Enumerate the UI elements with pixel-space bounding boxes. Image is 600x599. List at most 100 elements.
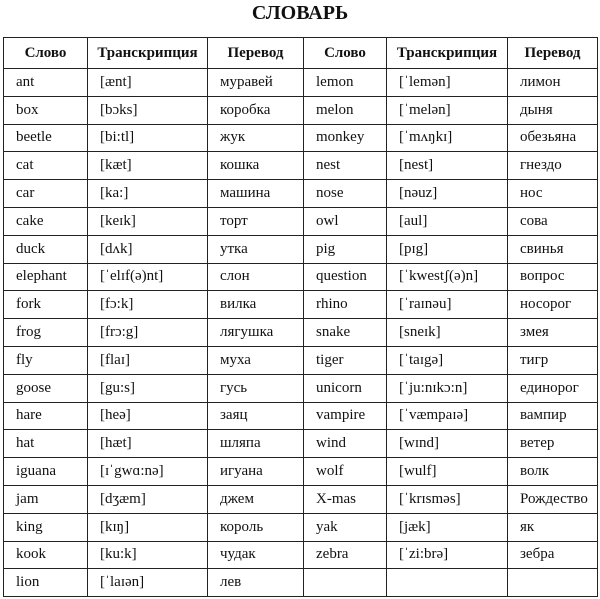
- table-row: car [ka:] машина nose [nəuz] нос: [3, 179, 598, 208]
- table-cell: коробка: [207, 95, 304, 125]
- table-cell: [ˈelɪf(ə)nt]: [87, 262, 208, 292]
- table-cell: [ˈmelən]: [386, 95, 508, 125]
- table-cell: yak: [303, 512, 387, 542]
- table-cell: вопрос: [507, 262, 598, 292]
- table-cell: [ˈraɪnəu]: [386, 290, 508, 320]
- table-cell: [bi:tl]: [87, 123, 208, 153]
- table-cell: [ˈkrɪsməs]: [386, 484, 508, 514]
- table-cell: monkey: [303, 123, 387, 153]
- table-cell: [nest]: [386, 151, 508, 181]
- column-header: Слово: [3, 37, 88, 69]
- table-cell: [hæt]: [87, 429, 208, 459]
- table-cell: goose: [3, 373, 88, 403]
- table-cell: сова: [507, 206, 598, 236]
- empty-cell: [386, 568, 508, 598]
- table-cell: [wɪnd]: [386, 429, 508, 459]
- table-cell: муха: [207, 345, 304, 375]
- table-cell: вампир: [507, 401, 598, 431]
- table-cell: X-mas: [303, 484, 387, 514]
- table-cell: frog: [3, 318, 88, 347]
- table-cell: [heə]: [87, 401, 208, 431]
- table-cell: жук: [207, 123, 304, 153]
- table-cell: слон: [207, 262, 304, 292]
- title: СЛОВАРЬ: [251, 2, 349, 24]
- table-cell: zebra: [303, 540, 387, 570]
- table-cell: [ænt]: [87, 68, 208, 97]
- header-row: Слово Транскрипция Перевод Слово Транскрипци…: [3, 37, 598, 69]
- table-cell: nest: [303, 151, 387, 181]
- table-cell: гнездо: [507, 151, 598, 181]
- table-row: jam [dʒæm] джем X-mas [ˈkrɪsməs] Рождество: [3, 484, 598, 514]
- table-cell: [bɔks]: [87, 95, 208, 125]
- table-row: beetle [bi:tl] жук monkey [ˈmʌŋkɪ] обезьяна: [3, 123, 598, 153]
- table-cell: fly: [3, 345, 88, 375]
- table-cell: hare: [3, 401, 88, 431]
- table-cell: wolf: [303, 457, 387, 486]
- table-row: goose [gu:s] гусь unicorn [ˈju:nɪkɔ:n] единор…: [3, 373, 598, 403]
- table-cell: вилка: [207, 290, 304, 320]
- table-cell: свинья: [507, 234, 598, 264]
- table-cell: волк: [507, 457, 598, 486]
- column-header: Перевод: [207, 37, 304, 69]
- column-header: Транскрипция: [87, 37, 208, 69]
- table-cell: [ˈvæmpaɪə]: [386, 401, 508, 431]
- table-cell: муравей: [207, 68, 304, 97]
- table-cell: лягушка: [207, 318, 304, 347]
- table-cell: [fɔ:k]: [87, 290, 208, 320]
- table-cell: beetle: [3, 123, 88, 153]
- table-row: fly [flaɪ] муха tiger [ˈtaɪgə] тигр: [3, 345, 598, 375]
- table-row: duck [dʌk] утка pig [pɪg] свинья: [3, 234, 598, 264]
- table-cell: tiger: [303, 345, 387, 375]
- table-cell: [kæt]: [87, 151, 208, 181]
- table-cell: vampire: [303, 401, 387, 431]
- table-cell: игуана: [207, 457, 304, 486]
- table-cell: rhino: [303, 290, 387, 320]
- table-cell: [ˈkwestʃ(ə)n]: [386, 262, 508, 292]
- table-cell: king: [3, 512, 88, 542]
- table-cell: торт: [207, 206, 304, 236]
- empty-cell: [303, 568, 387, 598]
- column-header: Перевод: [507, 37, 598, 69]
- table-cell: [ˈtaɪgə]: [386, 345, 508, 375]
- table-cell: змея: [507, 318, 598, 347]
- table-cell: box: [3, 95, 88, 125]
- table-body: ant [ænt] муравей lemon [ˈlemən] лимон box [bɔk…: [3, 68, 598, 598]
- table-cell: [dʌk]: [87, 234, 208, 264]
- table-cell: [jæk]: [386, 512, 508, 542]
- table-cell: iguana: [3, 457, 88, 486]
- table-cell: заяц: [207, 401, 304, 431]
- table-cell: [aul]: [386, 206, 508, 236]
- table-row: kook [ku:k] чудак zebra [ˈzi:brə] зебра: [3, 540, 598, 570]
- table-cell: машина: [207, 179, 304, 208]
- table-cell: джем: [207, 484, 304, 514]
- table-cell: шляпа: [207, 429, 304, 459]
- table-cell: [frɔ:g]: [87, 318, 208, 347]
- table-cell: unicorn: [303, 373, 387, 403]
- table-cell: [ka:]: [87, 179, 208, 208]
- table-cell: ветер: [507, 429, 598, 459]
- table-cell: гусь: [207, 373, 304, 403]
- table-cell: [pɪg]: [386, 234, 508, 264]
- table-row: cake [keɪk] торт owl [aul] сова: [3, 206, 598, 236]
- table-cell: король: [207, 512, 304, 542]
- table-cell: pig: [303, 234, 387, 264]
- column-header: Транскрипция: [386, 37, 508, 69]
- table-cell: кошка: [207, 151, 304, 181]
- table-cell: [wulf]: [386, 457, 508, 486]
- table-cell: утка: [207, 234, 304, 264]
- table-cell: чудак: [207, 540, 304, 570]
- table-cell: nose: [303, 179, 387, 208]
- table-cell: fork: [3, 290, 88, 320]
- table-cell: lemon: [303, 68, 387, 97]
- table-cell: snake: [303, 318, 387, 347]
- table-cell: duck: [3, 234, 88, 264]
- table-row: frog [frɔ:g] лягушка snake [sneɪk] змея: [3, 318, 598, 347]
- table-cell: elephant: [3, 262, 88, 292]
- table-row: elephant [ˈelɪf(ə)nt] слон question [ˈkwestʃ…: [3, 262, 598, 292]
- table-cell: единорог: [507, 373, 598, 403]
- table-row: iguana [ɪˈgwɑ:nə] игуана wolf [wulf] волк: [3, 457, 598, 486]
- table-cell: jam: [3, 484, 88, 514]
- table-cell: носорог: [507, 290, 598, 320]
- table-cell: обезьяна: [507, 123, 598, 153]
- table-cell: [ˈju:nɪkɔ:n]: [386, 373, 508, 403]
